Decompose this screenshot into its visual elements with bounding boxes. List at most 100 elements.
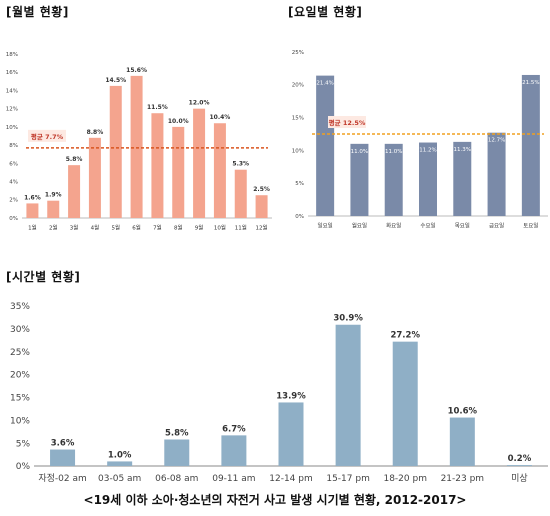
monthly-bar xyxy=(109,85,122,218)
weekday-chart-title: [요일별 현황] xyxy=(288,5,363,19)
weekday-category-label: 금요일 xyxy=(489,222,504,230)
weekday-value-label: 11.2% xyxy=(419,148,436,154)
weekday-average-label: 평균 12.5% xyxy=(329,118,366,127)
weekday-category-label: 수요일 xyxy=(420,222,435,230)
monthly-value-label: 5.3% xyxy=(232,161,249,168)
hourly-ytick-label: 25% xyxy=(10,348,30,358)
hourly-value-label: 13.9% xyxy=(276,391,306,401)
weekday-ytick-label: 15% xyxy=(292,116,304,122)
monthly-value-label: 8.8% xyxy=(87,129,104,136)
hourly-bar xyxy=(164,439,190,466)
monthly-ytick-label: 2% xyxy=(9,198,18,204)
hourly-ytick-label: 20% xyxy=(10,371,30,381)
monthly-category-label: 6월 xyxy=(132,224,141,232)
hourly-category-label: 09-11 am xyxy=(212,474,255,484)
hourly-value-label: 30.9% xyxy=(333,314,363,324)
hourly-category-label: 18-20 pm xyxy=(383,474,427,484)
hourly-value-label: 6.7% xyxy=(222,424,246,434)
monthly-category-label: 2월 xyxy=(49,224,58,232)
weekday-bar xyxy=(350,143,369,216)
weekday-bar xyxy=(487,132,506,216)
hourly-bar xyxy=(449,417,475,466)
monthly-value-label: 11.5% xyxy=(147,104,168,111)
weekday-category-label: 월요일 xyxy=(352,222,367,230)
hourly-category-label: 06-08 am xyxy=(155,474,198,484)
monthly-average-label-bg xyxy=(28,129,66,142)
monthly-ytick-label: 18% xyxy=(6,52,18,58)
weekday-value-label: 11.0% xyxy=(351,149,368,155)
monthly-bar xyxy=(193,108,206,218)
hourly-bar xyxy=(506,465,532,466)
monthly-category-label: 7월 xyxy=(153,224,162,232)
hourly-value-label: 10.6% xyxy=(448,407,478,417)
monthly-ytick-label: 8% xyxy=(9,143,18,149)
weekday-value-label: 12.7% xyxy=(488,138,505,144)
hourly-value-label: 1.0% xyxy=(108,450,132,460)
weekday-category-label: 목요일 xyxy=(455,222,470,230)
hourly-ytick-label: 35% xyxy=(10,302,30,312)
monthly-value-label: 10.0% xyxy=(168,118,189,125)
monthly-bar xyxy=(47,200,60,218)
monthly-bar xyxy=(172,126,185,218)
hourly-category-label: 미상 xyxy=(511,473,528,484)
monthly-bar xyxy=(255,195,268,218)
weekday-bar xyxy=(521,74,540,217)
monthly-ytick-label: 12% xyxy=(6,107,18,113)
weekday-category-label: 토요일 xyxy=(523,222,538,230)
hourly-ytick-label: 15% xyxy=(10,394,30,404)
hourly-value-label: 0.2% xyxy=(508,454,532,464)
monthly-ytick-label: 14% xyxy=(6,88,18,94)
hourly-ytick-label: 0% xyxy=(16,462,31,472)
weekday-value-label: 11.3% xyxy=(454,147,471,153)
hourly-bar xyxy=(335,324,361,466)
hourly-ytick-label: 10% xyxy=(10,416,30,426)
monthly-ytick-label: 16% xyxy=(6,70,18,76)
monthly-average-label: 평균 7.7% xyxy=(31,132,64,141)
monthly-value-label: 5.8% xyxy=(66,156,83,163)
monthly-chart-title: [월별 현황] xyxy=(6,5,69,19)
monthly-bar xyxy=(151,113,164,218)
hourly-bar xyxy=(50,449,76,466)
weekday-ytick-label: 10% xyxy=(292,148,304,154)
monthly-ytick-label: 4% xyxy=(9,179,18,185)
hourly-category-label: 03-05 am xyxy=(98,474,141,484)
figure-caption: <19세 이하 소아·청소년의 자전거 사고 발생 시기별 현황, 2012-2… xyxy=(83,493,467,507)
hourly-value-label: 27.2% xyxy=(390,331,420,341)
monthly-bar xyxy=(26,203,39,218)
weekday-bar xyxy=(453,141,472,216)
hourly-value-label: 5.8% xyxy=(165,428,189,438)
hourly-bar xyxy=(107,461,133,466)
monthly-ytick-label: 10% xyxy=(6,125,18,131)
monthly-category-label: 12월 xyxy=(256,224,268,232)
weekday-ytick-label: 20% xyxy=(292,83,304,89)
weekday-average-label-bg xyxy=(328,116,366,128)
monthly-category-label: 1월 xyxy=(28,224,37,232)
monthly-value-label: 2.5% xyxy=(253,186,270,193)
monthly-value-label: 1.9% xyxy=(45,192,62,199)
monthly-bar xyxy=(234,169,247,218)
monthly-value-label: 15.6% xyxy=(126,67,147,74)
monthly-category-label: 5월 xyxy=(111,224,120,232)
hourly-category-label: 15-17 pm xyxy=(326,474,370,484)
weekday-category-label: 일요일 xyxy=(318,222,333,230)
weekday-value-label: 11.0% xyxy=(385,149,402,155)
weekday-ytick-label: 0% xyxy=(295,214,304,220)
monthly-category-label: 10월 xyxy=(214,224,226,232)
hourly-category-label: 12-14 pm xyxy=(269,474,313,484)
monthly-ytick-label: 0% xyxy=(9,216,18,222)
hourly-ytick-label: 5% xyxy=(16,439,31,449)
monthly-bar xyxy=(130,75,143,218)
weekday-ytick-label: 5% xyxy=(295,181,304,187)
monthly-category-label: 3월 xyxy=(70,224,79,232)
hourly-bar xyxy=(278,402,304,466)
monthly-bar xyxy=(88,137,101,218)
monthly-category-label: 4월 xyxy=(91,224,100,232)
weekday-category-label: 화요일 xyxy=(386,222,401,230)
monthly-ytick-label: 6% xyxy=(9,161,18,167)
hourly-bar xyxy=(221,435,247,466)
monthly-category-label: 8월 xyxy=(174,224,183,232)
weekday-value-label: 21.5% xyxy=(522,80,539,86)
monthly-bar xyxy=(213,123,226,218)
monthly-value-label: 1.6% xyxy=(24,194,41,201)
